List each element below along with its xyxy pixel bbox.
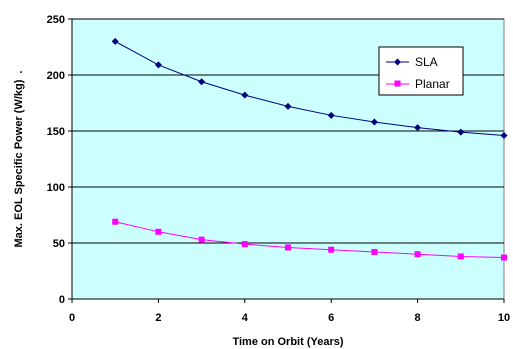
y-axis-ticks: 0 50 100 150 200 250 bbox=[47, 14, 72, 306]
x-tick-label-8: 8 bbox=[415, 312, 421, 324]
point-planar-10 bbox=[501, 254, 507, 261]
point-planar-5 bbox=[285, 244, 291, 251]
y-tick-label-50: 50 bbox=[53, 238, 65, 250]
point-sla-2 bbox=[154, 61, 162, 69]
x-tick-label-2: 2 bbox=[155, 312, 161, 324]
y-tick-label-0: 0 bbox=[59, 294, 65, 306]
legend-marker-planar bbox=[394, 80, 401, 87]
y-axis-title: Max. EOL Specific Power (W/kg) . bbox=[13, 70, 25, 247]
x-tick-label-6: 6 bbox=[328, 312, 334, 324]
x-tick-label-4: 4 bbox=[242, 312, 249, 324]
legend: SLA Planar bbox=[378, 46, 464, 96]
legend-marker-sla bbox=[394, 58, 401, 66]
series-planar bbox=[112, 218, 507, 261]
point-sla-10 bbox=[500, 131, 508, 139]
point-sla-3 bbox=[198, 78, 206, 86]
legend-label-sla: SLA bbox=[415, 55, 438, 69]
x-tick-label-10: 10 bbox=[498, 312, 510, 324]
point-sla-9 bbox=[457, 128, 465, 136]
grid-lines bbox=[72, 18, 504, 244]
series-sla bbox=[111, 37, 508, 139]
point-planar-2 bbox=[155, 228, 162, 235]
x-tick-label-0: 0 bbox=[69, 312, 75, 324]
y-tick-label-200: 200 bbox=[47, 70, 65, 82]
point-sla-5 bbox=[284, 102, 292, 110]
y-axis-title-suffix: . bbox=[13, 70, 25, 73]
point-planar-8 bbox=[414, 251, 421, 258]
x-axis-ticks: 0 2 4 6 8 10 bbox=[69, 299, 510, 324]
point-sla-7 bbox=[370, 118, 378, 126]
axes bbox=[71, 19, 504, 300]
point-planar-6 bbox=[328, 246, 335, 253]
series-line-planar bbox=[115, 221, 505, 259]
legend-label-planar: Planar bbox=[415, 77, 450, 91]
point-sla-4 bbox=[241, 91, 249, 99]
y-tick-label-250: 250 bbox=[47, 14, 65, 26]
legend-box bbox=[378, 46, 464, 96]
point-planar-4 bbox=[241, 241, 248, 248]
point-sla-6 bbox=[327, 111, 335, 119]
y-axis-title-text: Max. EOL Specific Power (W/kg) bbox=[13, 79, 25, 247]
point-planar-9 bbox=[457, 253, 464, 260]
point-planar-7 bbox=[371, 248, 378, 255]
series-line-sla bbox=[114, 40, 505, 136]
series-layer bbox=[111, 37, 508, 261]
y-tick-label-150: 150 bbox=[47, 126, 65, 138]
point-planar-1 bbox=[112, 218, 119, 225]
point-sla-8 bbox=[414, 124, 422, 132]
x-axis-title: Time on Orbit (Years) bbox=[232, 336, 343, 348]
y-tick-label-100: 100 bbox=[47, 182, 65, 194]
point-sla-1 bbox=[111, 37, 119, 45]
point-planar-3 bbox=[198, 236, 205, 243]
